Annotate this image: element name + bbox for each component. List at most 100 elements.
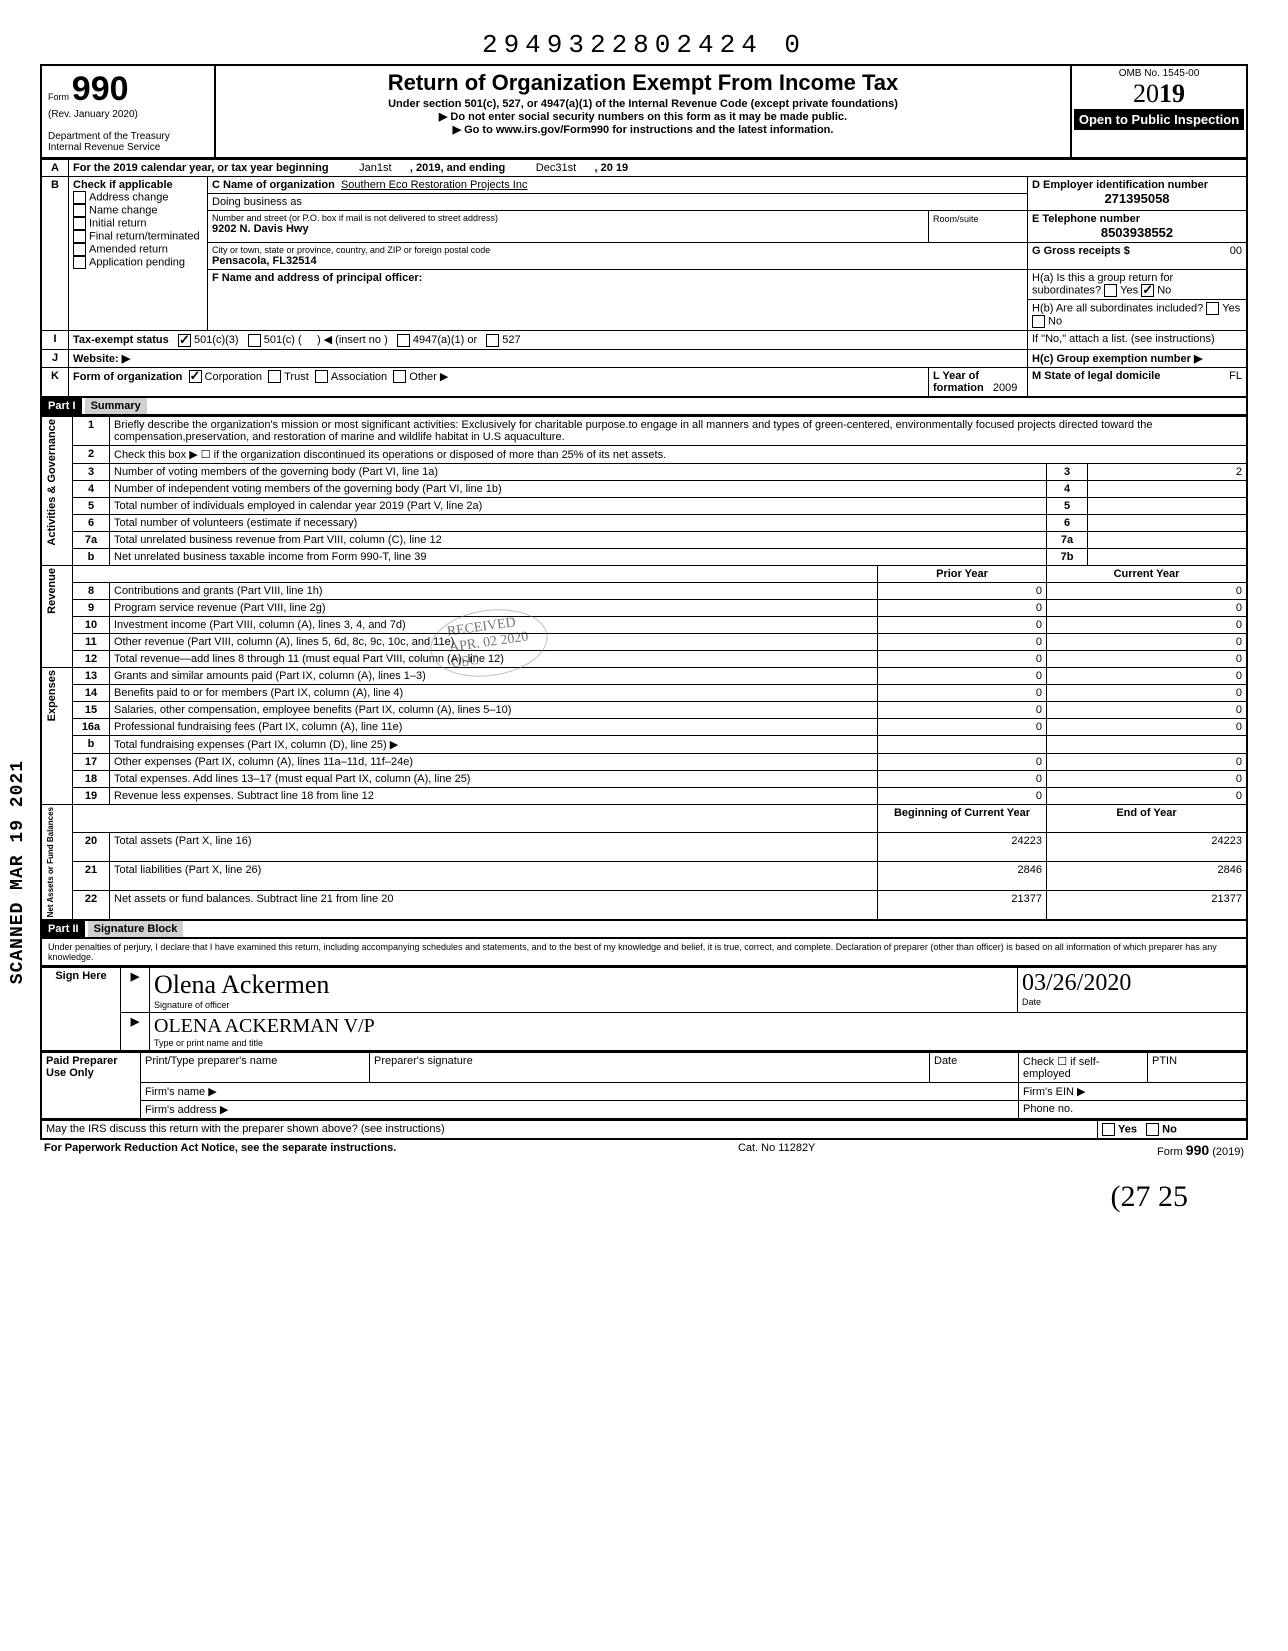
paid-preparer-table: Paid Preparer Use Only Print/Type prepar… <box>40 1052 1248 1120</box>
box-f-label: F Name and address of principal officer: <box>212 272 422 284</box>
ptin-label: PTIN <box>1148 1053 1248 1083</box>
firm-ein-label: Firm's EIN ▶ <box>1019 1083 1248 1101</box>
box-e-label: E Telephone number <box>1032 213 1242 225</box>
officer-signature: Olena Ackermen <box>154 970 1013 1000</box>
exp-row-text: Other expenses (Part IX, column (A), lin… <box>110 753 878 770</box>
gov-row-num: b <box>73 548 110 565</box>
exp-row-num: 16a <box>73 718 110 735</box>
app-pending-checkbox[interactable] <box>73 256 86 269</box>
insert-no-label: ) ◀ (insert no ) <box>317 334 388 346</box>
net-begin: 24223 <box>878 833 1047 862</box>
year-formation-label: L Year of formation <box>933 370 984 394</box>
exp-row-num: 19 <box>73 787 110 804</box>
discuss-no-checkbox[interactable] <box>1146 1123 1159 1136</box>
gov-row-val <box>1088 531 1248 548</box>
501c3-checkbox[interactable] <box>178 334 191 347</box>
final-return-checkbox[interactable] <box>73 230 86 243</box>
rev-prior: 0 <box>878 582 1047 599</box>
gov-row-box: 4 <box>1047 480 1088 497</box>
tax-year: 2019 <box>1074 79 1244 109</box>
perjury-statement: Under penalties of perjury, I declare th… <box>40 939 1248 967</box>
name-change-checkbox[interactable] <box>73 204 86 217</box>
exp-row-num: 18 <box>73 770 110 787</box>
amended-return-label: Amended return <box>89 243 168 255</box>
part2-header: Part II <box>42 921 85 937</box>
corp-label: Corporation <box>205 371 262 383</box>
rev-prior: 0 <box>878 616 1047 633</box>
irs-label: Internal Revenue Service <box>48 142 160 153</box>
form-number: 990 <box>72 70 129 109</box>
4947a1-checkbox[interactable] <box>397 334 410 347</box>
exp-curr: 0 <box>1047 770 1248 787</box>
assoc-checkbox[interactable] <box>315 370 328 383</box>
501c-checkbox[interactable] <box>248 334 261 347</box>
warning-1: ▶ Do not enter social security numbers o… <box>224 110 1062 123</box>
gov-row-text: Total unrelated business revenue from Pa… <box>110 531 1047 548</box>
exp-curr <box>1047 735 1248 753</box>
rev-curr: 0 <box>1047 582 1248 599</box>
net-assets-label: Net Assets or Fund Balances <box>46 807 55 917</box>
ha-no-label: No <box>1157 284 1171 296</box>
ha-no-checkbox[interactable] <box>1141 284 1154 297</box>
rev-row-num: 9 <box>73 599 110 616</box>
firm-name-label: Firm's name ▶ <box>141 1083 1019 1101</box>
addr-change-checkbox[interactable] <box>73 191 86 204</box>
gov-row-num: 3 <box>73 463 110 480</box>
rev-prior: 0 <box>878 650 1047 667</box>
form-title: Return of Organization Exempt From Incom… <box>224 70 1062 96</box>
trust-checkbox[interactable] <box>268 370 281 383</box>
other-checkbox[interactable] <box>393 370 406 383</box>
type-name-label: Type or print name and title <box>154 1038 1242 1048</box>
gov-row-text: Total number of individuals employed in … <box>110 497 1047 514</box>
corp-checkbox[interactable] <box>189 370 202 383</box>
gov-row-val <box>1088 497 1248 514</box>
street-label: Number and street (or P.O. box if mail i… <box>212 213 924 223</box>
net-end: 24223 <box>1047 833 1248 862</box>
pp-name-label: Print/Type preparer's name <box>141 1053 370 1083</box>
ein-value: 271395058 <box>1032 191 1242 206</box>
rev-row-num: 8 <box>73 582 110 599</box>
app-pending-label: Application pending <box>89 256 185 268</box>
gov-row-num: 7a <box>73 531 110 548</box>
net-row-num: 22 <box>73 890 110 920</box>
hb-no-checkbox[interactable] <box>1032 315 1045 328</box>
hb-yes-label: Yes <box>1222 302 1240 314</box>
irs-discuss-table: May the IRS discuss this return with the… <box>40 1120 1248 1140</box>
501c3-label: 501(c)(3) <box>194 334 239 346</box>
rev-curr: 0 <box>1047 616 1248 633</box>
net-begin: 2846 <box>878 862 1047 891</box>
net-row-num: 20 <box>73 833 110 862</box>
527-checkbox[interactable] <box>486 334 499 347</box>
box-d-label: D Employer identification number <box>1032 179 1242 191</box>
hb-yes-checkbox[interactable] <box>1206 302 1219 315</box>
pp-self-employed: Check ☐ if self-employed <box>1019 1053 1148 1083</box>
open-public-label: Open to Public Inspection <box>1074 109 1244 130</box>
line-i-label: Tax-exempt status <box>73 334 169 346</box>
net-end: 21377 <box>1047 890 1248 920</box>
exp-prior: 0 <box>878 701 1047 718</box>
gov-row-val <box>1088 480 1248 497</box>
exp-curr: 0 <box>1047 667 1248 684</box>
gov-row-val: 2 <box>1088 463 1248 480</box>
amended-return-checkbox[interactable] <box>73 243 86 256</box>
exp-row-num: 17 <box>73 753 110 770</box>
exp-prior: 0 <box>878 770 1047 787</box>
form-prefix: Form <box>48 92 69 102</box>
rev-row-text: Program service revenue (Part VIII, line… <box>110 599 878 616</box>
ha-yes-checkbox[interactable] <box>1104 284 1117 297</box>
exp-row-text: Grants and similar amounts paid (Part IX… <box>110 667 878 684</box>
document-number: 2949322802424 0 <box>40 30 1248 60</box>
discuss-yes-checkbox[interactable] <box>1102 1123 1115 1136</box>
assoc-label: Association <box>331 371 387 383</box>
street-value: 9202 N. Davis Hwy <box>212 223 924 235</box>
initial-return-checkbox[interactable] <box>73 217 86 230</box>
exp-curr: 0 <box>1047 684 1248 701</box>
net-end: 2846 <box>1047 862 1248 891</box>
state-domicile-label: M State of legal domicile <box>1032 370 1160 382</box>
h-b-label: H(b) Are all subordinates included? <box>1032 302 1203 314</box>
gov-row-box: 3 <box>1047 463 1088 480</box>
org-name: Southern Eco Restoration Projects Inc <box>341 179 527 191</box>
tax-year-begin: Jan1st <box>359 162 391 174</box>
exp-curr: 0 <box>1047 718 1248 735</box>
pp-date-label: Date <box>930 1053 1019 1083</box>
